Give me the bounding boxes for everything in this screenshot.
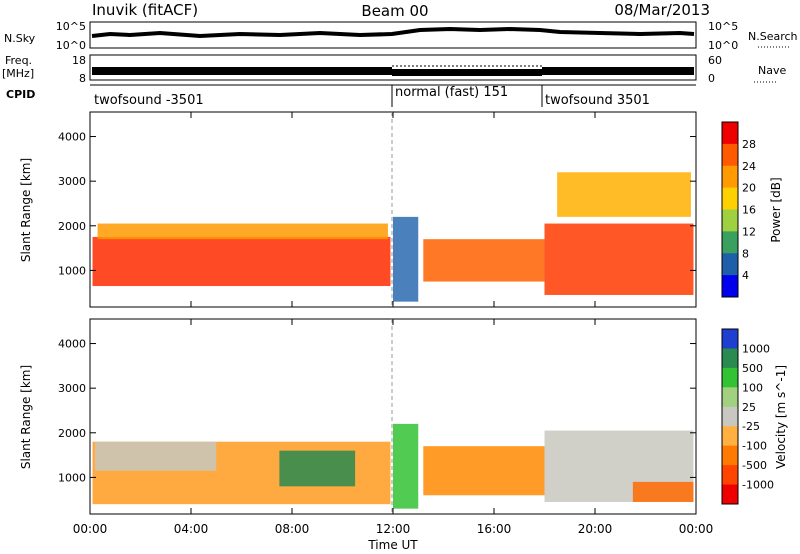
nsky-tick-bottom: 10^0 bbox=[56, 39, 86, 52]
velocity-y-tick-label: 4000 bbox=[58, 338, 86, 351]
x-tick-label: 00:00 bbox=[679, 522, 714, 536]
power-echo-band bbox=[557, 172, 691, 217]
power-y-axis-title: Slant Range [km] bbox=[19, 158, 33, 262]
power-echo-band bbox=[393, 217, 418, 302]
cpid-strip: CPID twofsound -3501 normal (fast) 151 t… bbox=[6, 85, 696, 108]
velocity-colorbar-swatch bbox=[722, 387, 738, 407]
power-echo-band bbox=[545, 224, 694, 295]
velocity-y-axis-title: Slant Range [km] bbox=[19, 365, 33, 469]
velocity-echo-band bbox=[393, 424, 418, 509]
power-echo-band bbox=[98, 224, 388, 240]
cpid-segment-1: twofsound -3501 bbox=[94, 93, 204, 108]
power-colorbar-tick-label: 12 bbox=[742, 225, 756, 238]
nsky-label: N.Sky bbox=[4, 32, 36, 45]
x-tick-label: 12:00 bbox=[376, 522, 411, 536]
freq-trace bbox=[92, 67, 392, 75]
nave-label: Nave bbox=[758, 64, 786, 77]
freq-trace-fast bbox=[392, 69, 542, 76]
velocity-colorbar-swatch bbox=[722, 446, 738, 466]
velocity-colorbar-swatch bbox=[722, 465, 738, 485]
power-echo-band bbox=[423, 239, 544, 281]
power-colorbar-swatch bbox=[722, 122, 738, 144]
x-tick-label: 00:00 bbox=[73, 522, 108, 536]
cpid-label: CPID bbox=[6, 88, 35, 101]
power-colorbar-swatch bbox=[722, 253, 738, 275]
velocity-colorbar-tick-label: 100 bbox=[742, 381, 763, 394]
date-title: 08/Mar/2013 bbox=[614, 1, 710, 19]
beam-title: Beam 00 bbox=[361, 2, 428, 20]
nsky-strip: N.Sky 10^5 10^0 10^5 10^0 N.Search bbox=[4, 20, 798, 52]
freq-trace-late bbox=[542, 67, 694, 75]
velocity-colorbar-swatch bbox=[722, 426, 738, 446]
freq-label-1: Freq. bbox=[5, 54, 32, 67]
velocity-y-tick-label: 3000 bbox=[58, 382, 86, 395]
velocity-colorbar-tick-label: 1000 bbox=[742, 342, 770, 355]
radar-summary-plot: Inuvik (fitACF) Beam 00 08/Mar/2013 N.Sk… bbox=[0, 0, 800, 554]
x-axis-title: Time UT bbox=[367, 538, 418, 552]
nave-tick-top: 60 bbox=[708, 54, 722, 67]
velocity-echo-band bbox=[423, 446, 544, 495]
velocity-colorbar-tick-label: 25 bbox=[742, 401, 756, 414]
velocity-echo-band bbox=[95, 442, 216, 471]
velocity-colorbar: 1000 500 100 25 -25 -100 -500 -1000 bbox=[722, 329, 774, 505]
velocity-colorbar-swatch bbox=[722, 485, 738, 505]
velocity-colorbar-tick-label: -100 bbox=[742, 440, 767, 453]
cpid-segment-2: normal (fast) 151 bbox=[395, 85, 508, 100]
power-colorbar: 28 24 20 16 12 8 4 bbox=[722, 122, 756, 298]
velocity-colorbar-swatch bbox=[722, 348, 738, 368]
nsearch-tick-top: 10^5 bbox=[708, 20, 738, 33]
power-y-tick-label: 3000 bbox=[58, 175, 86, 188]
power-colorbar-swatch bbox=[722, 210, 738, 232]
power-echo-band bbox=[93, 237, 391, 286]
power-colorbar-swatch bbox=[722, 188, 738, 210]
velocity-colorbar-title: Velocity [m s^-1] bbox=[774, 365, 788, 469]
nsearch-label: N.Search bbox=[748, 30, 798, 43]
velocity-colorbar-swatch bbox=[722, 329, 738, 349]
power-panel: 1000 2000 3000 4000 Slant Range [km] bbox=[19, 112, 696, 307]
x-tick-label: 04:00 bbox=[174, 522, 209, 536]
x-tick-label: 16:00 bbox=[477, 522, 512, 536]
nsearch-tick-bottom: 10^0 bbox=[708, 39, 738, 52]
velocity-y-tick-label: 2000 bbox=[58, 427, 86, 440]
power-y-tick-label: 2000 bbox=[58, 220, 86, 233]
freq-label-2: [MHz] bbox=[2, 67, 34, 80]
power-colorbar-swatch bbox=[722, 144, 738, 166]
power-colorbar-tick-label: 16 bbox=[742, 204, 756, 217]
velocity-colorbar-tick-label: 500 bbox=[742, 362, 763, 375]
velocity-colorbar-tick-label: -500 bbox=[742, 459, 767, 472]
velocity-colorbar-tick-label: -25 bbox=[742, 420, 760, 433]
nave-tick-bottom: 0 bbox=[708, 72, 715, 85]
power-colorbar-swatch bbox=[722, 231, 738, 253]
freq-tick-top: 18 bbox=[72, 54, 86, 67]
velocity-colorbar-swatch bbox=[722, 407, 738, 427]
velocity-data-layer bbox=[93, 424, 694, 509]
power-colorbar-swatch bbox=[722, 275, 738, 297]
freq-strip: Freq. [MHz] 18 8 60 0 Nave bbox=[2, 54, 786, 85]
power-colorbar-tick-label: 20 bbox=[742, 182, 756, 195]
power-colorbar-title: Power [dB] bbox=[769, 177, 783, 242]
power-y-tick-label: 1000 bbox=[58, 264, 86, 277]
power-data-layer bbox=[93, 172, 694, 301]
cpid-segment-3: twofsound 3501 bbox=[545, 93, 650, 108]
velocity-echo-band bbox=[279, 451, 355, 487]
velocity-y-tick-label: 1000 bbox=[58, 471, 86, 484]
x-tick-label: 20:00 bbox=[578, 522, 613, 536]
velocity-colorbar-tick-label: -1000 bbox=[742, 479, 774, 492]
power-colorbar-swatch bbox=[722, 166, 738, 188]
velocity-echo-band bbox=[633, 482, 694, 502]
power-y-tick-label: 4000 bbox=[58, 131, 86, 144]
x-tick-label: 08:00 bbox=[275, 522, 310, 536]
freq-tick-bottom: 8 bbox=[79, 72, 86, 85]
nsky-tick-top: 10^5 bbox=[56, 20, 86, 33]
power-colorbar-tick-label: 28 bbox=[742, 138, 756, 151]
nsky-trace bbox=[92, 29, 694, 36]
station-title: Inuvik (fitACF) bbox=[92, 1, 198, 19]
power-colorbar-tick-label: 4 bbox=[742, 269, 749, 282]
velocity-colorbar-swatch bbox=[722, 368, 738, 388]
velocity-panel: 1000 2000 3000 4000 Slant Range [km] bbox=[19, 319, 696, 514]
power-colorbar-tick-label: 8 bbox=[742, 247, 749, 260]
power-colorbar-tick-label: 24 bbox=[742, 160, 756, 173]
